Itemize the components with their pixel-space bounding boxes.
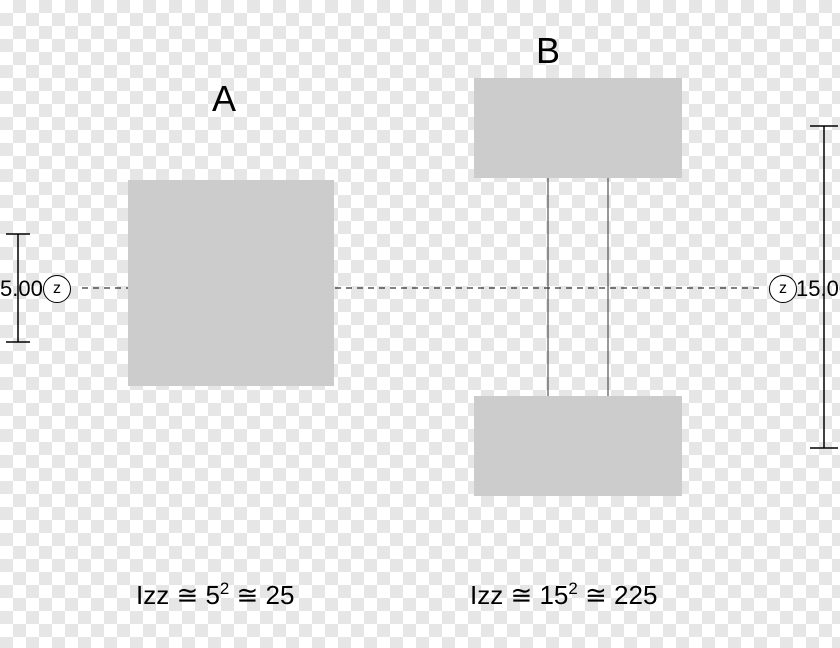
z-glyph: z [779,280,787,298]
z-axis-marker-right: z [769,275,797,303]
formula-a: Izz ≅ 52 ≅ 25 [136,580,294,611]
formula-b-exp: 2 [568,579,577,598]
formula-a-base: Izz ≅ 5 [136,580,220,610]
section-a-rect [128,180,334,386]
section-b-rect-bottom [474,396,682,496]
section-b-rect-top [474,78,682,178]
formula-a-tail: ≅ 25 [229,580,294,610]
formula-b: Izz ≅ 152 ≅ 225 [470,580,657,611]
dim-b-value: 15.00 [796,276,840,302]
z-axis-line [0,0,840,648]
section-b-label: B [536,30,560,72]
dim-a-value: 5.00 [0,276,43,302]
diagram-canvas: z z A B 5.00 15.00 Izz ≅ 52 ≅ 25 Izz ≅ 1… [0,0,840,648]
formula-a-exp: 2 [220,579,229,598]
z-glyph: z [53,280,61,298]
z-axis-marker-left: z [43,275,71,303]
formula-b-base: Izz ≅ 15 [470,580,568,610]
section-a-label: A [212,78,236,120]
formula-b-tail: ≅ 225 [578,580,658,610]
